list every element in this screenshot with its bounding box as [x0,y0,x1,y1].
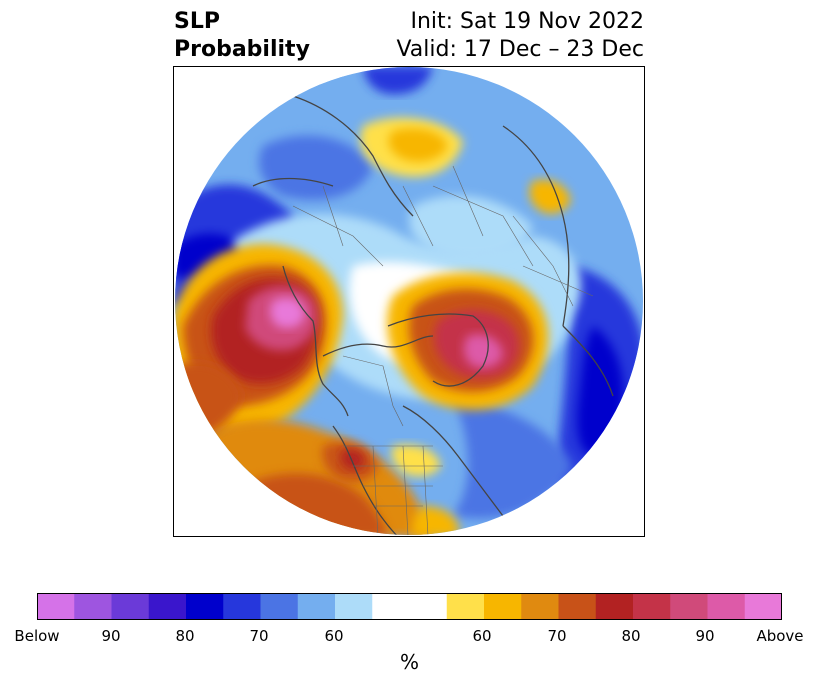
valid-range: Valid: 17 Dec – 23 Dec [396,37,644,62]
colorbar-segment [595,593,634,620]
coastlines [252,95,614,535]
colorbar-segment [707,593,746,620]
colorbar-segment [521,593,559,620]
colorbar-segment [111,593,150,620]
colorbar-tick-below-90: 90 [101,627,121,645]
colorbar-tick-below: Below [14,627,60,645]
colorbar-segment [37,593,75,620]
colorbar-tick-above-90: 90 [695,627,715,645]
colorbar-segment [260,593,299,620]
probability-field [175,67,643,535]
init-date: Init: Sat 19 Nov 2022 [410,9,644,34]
colorbar-segment [223,593,261,620]
colorbar-tick-above-70: 70 [547,627,567,645]
title-dates: Init: Sat 19 Nov 2022 Valid: 17 Dec – 23… [396,8,644,64]
title-probability: Probability [174,37,310,62]
colorbar-segment [297,593,336,620]
map-border [173,66,645,537]
colorbar-segment [148,593,187,620]
polar-map [173,66,645,537]
colorbar-segment [372,593,448,620]
colorbar-segment [74,593,112,620]
colorbar [37,593,782,620]
colorbar-labels: Below 90 80 70 60 60 70 80 90 Above [0,627,819,647]
title-variable: SLP Probability [174,8,310,64]
colorbar-tick-below-80: 80 [175,627,195,645]
colorbar-tick-above: Above [756,627,804,645]
colorbar-segment [670,593,708,620]
colorbar-segment [335,593,373,620]
colorbar-tick-below-70: 70 [249,627,269,645]
colorbar-tick-above-80: 80 [621,627,641,645]
colorbar-segment [186,593,224,620]
colorbar-tick-above-60: 60 [472,627,492,645]
colorbar-segment [744,593,782,620]
colorbar-segment [633,593,671,620]
colorbar-segment [446,593,485,620]
borders [292,165,594,535]
colorbar-segment [558,593,597,620]
colorbar-units: % [399,650,419,674]
colorbar-tick-below-60: 60 [324,627,344,645]
colorbar-segment [484,593,522,620]
title-slp: SLP [174,9,220,34]
